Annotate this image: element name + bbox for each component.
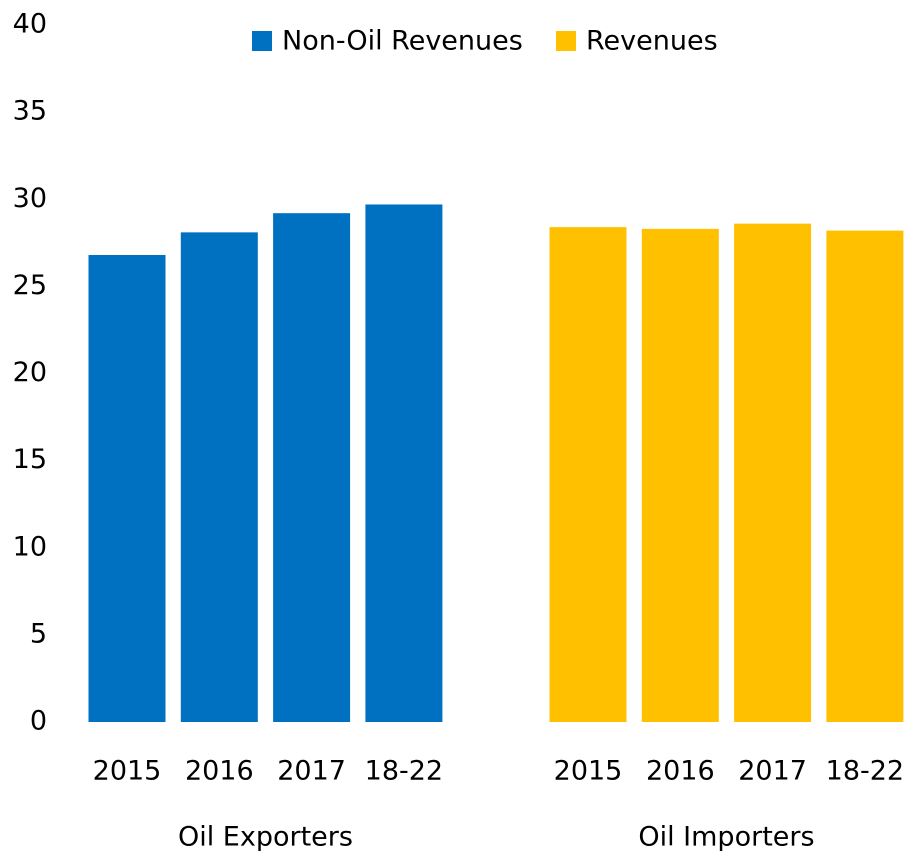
y-tick-label: 30 — [13, 183, 47, 214]
x-tick-label: 18-22 — [826, 756, 904, 787]
legend-swatch — [252, 31, 272, 51]
x-tick-label: 2015 — [93, 756, 162, 787]
bar — [641, 228, 719, 722]
y-tick-label: 15 — [13, 444, 47, 475]
y-tick-label: 40 — [13, 9, 47, 40]
legend-label: Revenues — [586, 26, 718, 57]
x-tick-label: 2016 — [646, 756, 715, 787]
legend-label: Non-Oil Revenues — [282, 26, 523, 57]
legend-swatch — [556, 31, 576, 51]
y-tick-label: 20 — [13, 357, 47, 388]
y-tick-label: 10 — [13, 531, 47, 562]
bar — [365, 204, 443, 723]
x-tick-label: 2015 — [554, 756, 623, 787]
y-tick-label: 25 — [13, 270, 47, 301]
bar — [180, 232, 258, 723]
x-tick-label: 18-22 — [365, 756, 443, 787]
bar — [88, 255, 166, 722]
y-tick-label: 35 — [13, 96, 47, 127]
x-tick-label: 2016 — [185, 756, 254, 787]
x-tick-label: 2017 — [277, 756, 346, 787]
bar — [273, 213, 351, 722]
x-tick-label: 2017 — [738, 756, 807, 787]
bar — [734, 223, 812, 722]
bar — [826, 230, 904, 723]
y-tick-label: 0 — [30, 706, 47, 737]
y-tick-label: 5 — [30, 618, 47, 649]
bar — [549, 227, 627, 722]
group-label: Oil Exporters — [178, 822, 353, 853]
group-label: Oil Importers — [638, 822, 814, 853]
